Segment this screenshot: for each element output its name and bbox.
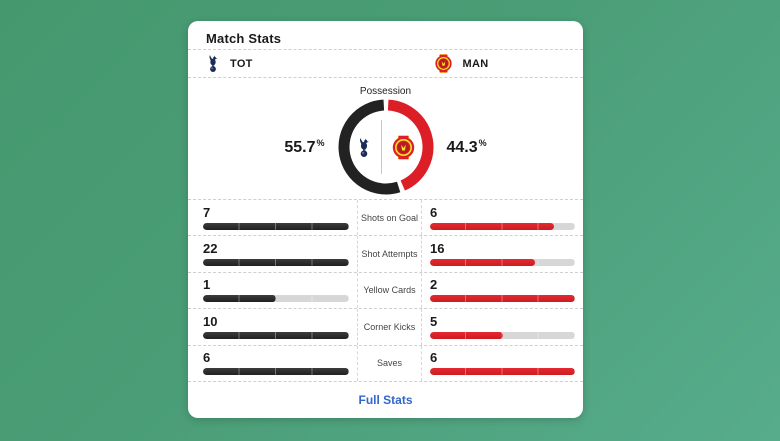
- stat-home-cell: 10: [188, 309, 357, 344]
- team-home[interactable]: TOT: [206, 54, 386, 73]
- stat-label-cell: Yellow Cards: [357, 272, 422, 309]
- stat-label: Corner Kicks: [363, 321, 416, 332]
- stat-home-cell: 22: [188, 236, 357, 271]
- stat-home-cell: 6: [188, 346, 357, 381]
- stat-label: Saves: [376, 358, 402, 369]
- stat-away-bar: [430, 295, 575, 303]
- tottenham-crest-icon: [206, 54, 220, 73]
- possession-section: Possession 55.7% 44.3%: [188, 78, 583, 200]
- stat-label: Shots on Goal: [360, 212, 419, 223]
- stat-label: Shot Attempts: [361, 249, 418, 260]
- team-home-abbr: TOT: [230, 57, 253, 70]
- stat-label: Yellow Cards: [363, 285, 416, 296]
- stat-row: 22 Shot Attempts 16: [188, 236, 583, 273]
- stat-home-value: 22: [203, 241, 218, 257]
- stat-home-bar: [203, 331, 349, 339]
- stat-home-value: 10: [203, 313, 218, 329]
- stat-away-bar: [430, 259, 575, 267]
- possession-title: Possession: [359, 86, 412, 97]
- possession-away-value: 44.3%: [446, 137, 487, 156]
- possession-donut-chart: [338, 99, 434, 195]
- stat-away-value: 2: [430, 277, 438, 293]
- stat-away-cell: 16: [422, 236, 583, 271]
- stat-away-cell: 6: [422, 200, 583, 235]
- stats-table: 7 Shots on Goal 6 22: [188, 200, 583, 382]
- donut-divider: [380, 120, 382, 174]
- stat-away-cell: 5: [422, 309, 583, 344]
- stat-home-value: 6: [203, 350, 211, 366]
- stat-home-cell: 7: [188, 200, 357, 235]
- stat-label-cell: Corner Kicks: [357, 309, 422, 345]
- team-header-row: TOT MAN: [188, 50, 583, 78]
- possession-donut-inner: [338, 99, 434, 195]
- stat-label-cell: Shot Attempts: [357, 236, 422, 272]
- team-away[interactable]: MAN: [386, 54, 566, 73]
- stat-label-cell: Saves: [357, 345, 422, 381]
- stat-home-cell: 1: [188, 273, 357, 308]
- card-header: Match Stats: [188, 21, 583, 50]
- stat-away-value: 16: [430, 241, 445, 257]
- tottenham-crest-icon: [356, 137, 372, 158]
- full-stats-link[interactable]: Full Stats: [358, 392, 413, 407]
- stat-row: 6 Saves 6: [188, 345, 583, 382]
- stat-home-bar: [203, 295, 349, 303]
- stat-home-bar: [203, 368, 349, 376]
- possession-home-value: 55.7%: [284, 137, 325, 156]
- stat-row: 1 Yellow Cards 2: [188, 272, 583, 310]
- possession-donut-ring: [338, 99, 433, 195]
- stat-label-cell: Shots on Goal: [357, 200, 422, 236]
- stat-away-bar: [430, 222, 575, 230]
- stat-row: 7 Shots on Goal 6: [188, 200, 583, 237]
- match-stats-card: Match Stats TOT MAN Possession 55.7%: [188, 21, 583, 418]
- stat-home-value: 1: [203, 277, 211, 293]
- card-title: Match Stats: [206, 31, 282, 46]
- stat-home-value: 7: [203, 204, 211, 220]
- stat-away-cell: 2: [422, 273, 583, 308]
- card-footer: Full Stats: [188, 382, 583, 418]
- stat-row: 10 Corner Kicks 5: [188, 309, 583, 346]
- possession-chart-row: 55.7% 44.3%: [284, 95, 487, 199]
- team-away-abbr: MAN: [462, 57, 489, 70]
- stat-away-cell: 6: [422, 346, 583, 381]
- stat-away-bar: [430, 331, 575, 339]
- stat-away-value: 6: [430, 350, 438, 366]
- stat-home-bar: [203, 259, 349, 267]
- stat-away-value: 6: [430, 204, 438, 220]
- stat-away-value: 5: [430, 313, 438, 329]
- man-united-crest-icon: [391, 135, 416, 160]
- stat-away-bar: [430, 368, 575, 376]
- man-united-crest-icon: [434, 54, 453, 73]
- stat-home-bar: [203, 222, 349, 230]
